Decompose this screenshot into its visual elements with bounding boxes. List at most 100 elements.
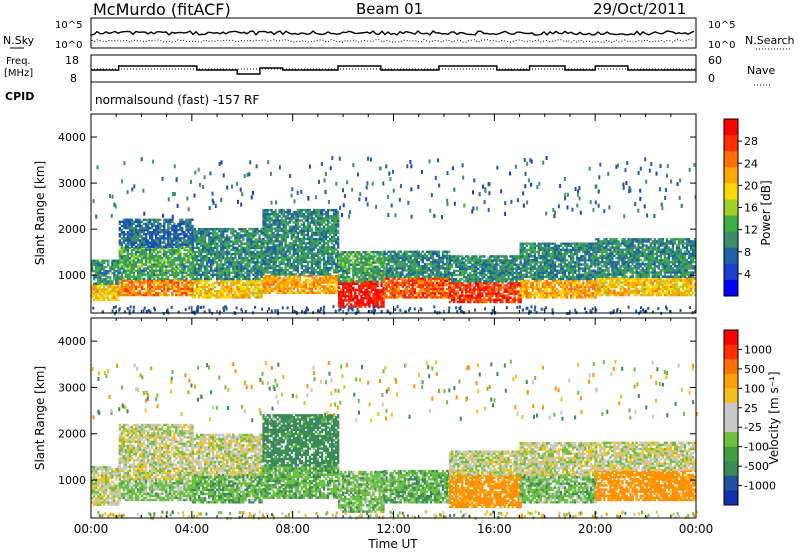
- heatmap-cell: [282, 227, 285, 230]
- heatmap-cell: [262, 233, 265, 237]
- heatmap-cell: [342, 303, 345, 306]
- heatmap-cell: [93, 298, 96, 301]
- heatmap-cell: [344, 265, 347, 268]
- heatmap-cell: [331, 281, 334, 284]
- heatmap-cell: [391, 275, 394, 278]
- heatmap-cell: [316, 283, 320, 286]
- heatmap-cell: [368, 280, 371, 283]
- heatmap-cell: [134, 281, 138, 284]
- heatmap-cell: [138, 228, 142, 232]
- heatmap-cell: [431, 294, 435, 297]
- heatmap-cell: [183, 235, 186, 238]
- heatmap-cell: [276, 231, 279, 235]
- heatmap-cell: [423, 292, 427, 295]
- heatmap-cell: [300, 260, 303, 264]
- heatmap-cell: [282, 260, 285, 264]
- heatmap-cell: [91, 290, 94, 293]
- heatmap-cell: [130, 287, 134, 291]
- heatmap-cell: [181, 275, 184, 279]
- heatmap-cell: [324, 227, 328, 230]
- heatmap-cell: [236, 271, 239, 274]
- heatmap-cell: [134, 226, 138, 230]
- heatmap-cell: [191, 265, 195, 268]
- heatmap-cell: [413, 260, 416, 264]
- heatmap-cell: [294, 264, 297, 268]
- heatmap-cell: [298, 225, 301, 228]
- heatmap-cell: [103, 296, 106, 299]
- heatmap-cell: [222, 242, 225, 245]
- heatmap-cell: [306, 260, 310, 264]
- heatmap-cell: [171, 269, 174, 272]
- heatmap-cell: [389, 269, 392, 272]
- heatmap-cell: [368, 301, 371, 304]
- heatmap-cell: [264, 271, 267, 274]
- heatmap-cell: [95, 276, 98, 279]
- heatmap-cell: [118, 277, 121, 281]
- heatmap-cell: [138, 226, 142, 230]
- heatmap-cell: [126, 245, 130, 248]
- heatmap-cell: [214, 250, 217, 254]
- heatmap-cell: [142, 239, 146, 242]
- heatmap-cell: [187, 261, 190, 264]
- heatmap-cell: [157, 283, 160, 286]
- heatmap-cell: [290, 254, 293, 257]
- heatmap-cell: [372, 299, 375, 302]
- heatmap-cell: [310, 275, 314, 278]
- heatmap-cell: [395, 285, 398, 289]
- heatmap-cell: [387, 271, 390, 274]
- heatmap-cell: [240, 244, 243, 247]
- heatmap-cell: [364, 269, 367, 273]
- heatmap-cell: [270, 250, 273, 253]
- heatmap-cell: [203, 255, 207, 258]
- heatmap-cell: [433, 277, 437, 280]
- heatmap-cell: [290, 262, 293, 266]
- heatmap-cell: [322, 213, 326, 216]
- heatmap-cell: [138, 248, 142, 252]
- heatmap-cell: [296, 213, 299, 216]
- heatmap-cell: [364, 288, 367, 292]
- heatmap-cell: [124, 265, 128, 268]
- heatmap-cell: [151, 235, 154, 238]
- heatmap-cell: [232, 277, 235, 281]
- heatmap-cell: [220, 281, 223, 285]
- heatmap-cell: [234, 248, 237, 252]
- heatmap-cell: [374, 267, 377, 270]
- heatmap-cell: [151, 239, 154, 242]
- heatmap-cell: [331, 254, 334, 257]
- heatmap-cell: [246, 259, 249, 262]
- heatmap-cell: [244, 246, 247, 250]
- heatmap-cell: [296, 269, 299, 272]
- heatmap-cell: [173, 228, 176, 232]
- heatmap-cell: [191, 259, 195, 262]
- heatmap-cell: [290, 235, 293, 239]
- heatmap-cell: [118, 257, 121, 260]
- heatmap-cell: [155, 265, 158, 268]
- heatmap-cell: [107, 284, 110, 287]
- heatmap-cell: [246, 236, 249, 239]
- heatmap-cell: [142, 267, 146, 270]
- heatmap-cell: [292, 225, 295, 228]
- heatmap-cell: [195, 236, 199, 239]
- heatmap-cell: [276, 275, 279, 278]
- heatmap-cell: [296, 262, 299, 266]
- heatmap-cell: [433, 285, 437, 289]
- heatmap-cell: [356, 301, 359, 304]
- heatmap-cell: [427, 252, 431, 256]
- heatmap-cell: [314, 231, 318, 235]
- heatmap-cell: [232, 244, 235, 247]
- heatmap-cell: [354, 273, 357, 277]
- heatmap-cell: [197, 255, 201, 258]
- heatmap-cell: [292, 266, 295, 270]
- heatmap-cell: [337, 217, 340, 220]
- heatmap-cell: [128, 235, 132, 238]
- heatmap-cell: [236, 232, 239, 235]
- heatmap-cell: [304, 279, 308, 282]
- heatmap-cell: [167, 237, 170, 240]
- heatmap-cell: [113, 288, 116, 291]
- heatmap-cell: [124, 275, 128, 279]
- heatmap-cell: [167, 245, 170, 248]
- heatmap-cell: [153, 275, 156, 279]
- heatmap-cell: [445, 287, 449, 291]
- heatmap-cell: [316, 281, 320, 284]
- heatmap-cell: [91, 294, 94, 297]
